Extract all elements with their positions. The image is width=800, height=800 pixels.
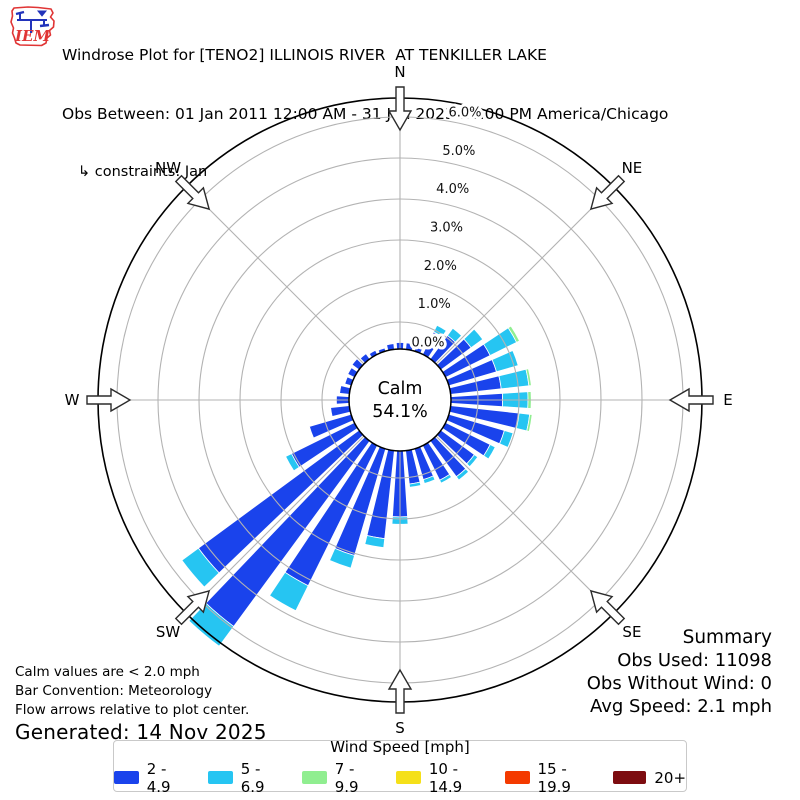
bar-convention-note: Bar Convention: Meteorology [15,683,213,699]
flow-arrow-45 [589,174,626,211]
grid-spoke [430,430,614,614]
legend-item: 7 - 9.9 [301,759,371,796]
windrose-petal-segment [446,327,463,343]
flow-arrow-225 [174,589,211,626]
windrose-petal-segment [433,324,447,338]
calm-value: 54.1% [372,402,428,422]
legend-item: 2 - 4.9 [114,760,183,796]
windrose-petal-segment [491,349,519,373]
legend-label: 15 - 19.9 [537,759,571,796]
legend-swatch [207,771,233,784]
windrose-petal-segment [439,473,453,484]
legend-swatch [301,771,327,784]
flow-arrow-270 [86,387,132,413]
compass-label-n: N [394,63,405,81]
windrose-petal-segment [329,547,356,569]
constraints-line: ↳ constraints: Jan [78,164,208,180]
windrose-petal-segment [269,571,309,612]
flow-arrow-90 [668,387,714,413]
windrose-petal-segment [466,454,479,468]
legend-label: 10 - 14.9 [428,759,463,796]
generated-date: Generated: 14 Nov 2025 [15,720,267,744]
windrose-petal-segment [463,328,484,349]
flow-arrow-0 [387,86,413,132]
flow-arrow-135 [589,589,626,626]
windrose-petal-segment [455,468,470,481]
legend-items: 2 - 4.9 5 - 6.9 7 - 9.9 10 - 14.9 15 - 19.9 2… [114,760,686,796]
legend-label: 5 - 6.9 [240,759,265,796]
ring-label: 2.0% [424,259,457,274]
anemometer-glyph [15,10,50,33]
compass-label-w: W [65,391,80,409]
windrose-petal-segment [498,368,530,390]
windrose-petal-segment [188,602,235,647]
flow-arrow-315 [174,174,211,211]
flow-arrows-note: Flow arrows relative to plot center. [15,702,250,718]
flow-arrow-180 [387,668,413,714]
compass-label-s: S [395,719,405,737]
ring-label: 3.0% [430,221,463,236]
iowa-outline [10,6,55,47]
windrose-petal-segment [483,444,496,460]
legend-swatch [114,771,139,784]
grid-spoke [186,430,370,614]
grid-spoke [186,186,370,370]
compass-label-sw: SW [156,623,181,641]
windrose-petal-segment [422,475,436,485]
grid-spoke [430,186,614,370]
summary-block: Summary Obs Used: 11098 Obs Without Wind… [587,626,772,718]
windrose-petal-segment [364,535,386,549]
iem-logo-text: IEM [14,27,50,45]
ring-label: 5.0% [442,144,475,159]
windrose-petal-segment [507,325,521,343]
legend-label: 7 - 9.9 [334,759,359,796]
legend-swatch [395,771,421,784]
obs-used: Obs Used: 11098 [617,650,772,671]
legend-label: 20+ [654,768,687,787]
compass-label-nw: NW [155,159,181,177]
header: Windrose Plot for [TENO2] ILLINOIS RIVER… [62,7,668,222]
iem-logo: IEM [10,6,55,47]
summary-title: Summary [682,627,772,648]
wind-speed-legend: Wind Speed [mph] 2 - 4.9 5 - 6.9 7 - 9.9 10… [113,737,687,796]
legend-title: Wind Speed [mph] [330,737,470,756]
windrose-petal-segment [408,481,422,488]
ring-label: 6.0% [448,106,481,121]
legend-item: 15 - 19.9 [504,759,589,796]
legend-label: 2 - 4.9 [146,759,171,796]
windrose-petal-segment [499,430,514,448]
calm-label: Calm [378,379,423,399]
page-title: Windrose Plot for [TENO2] ILLINOIS RIVER… [62,46,547,64]
footnotes: Calm values are < 2.0 mph Bar Convention… [15,663,267,742]
windrose-petal-segment [526,413,533,432]
calm-threshold-note: Calm values are < 2.0 mph [15,664,200,680]
windrose-petal-segment [285,453,300,472]
legend-item: 20+ [613,769,686,787]
compass-label-se: SE [622,623,641,641]
ring-label: 0.0% [411,336,444,351]
windrose-petal-segment [181,547,220,588]
legend-swatch [613,771,647,784]
obs-without-wind: Obs Without Wind: 0 [586,673,772,694]
compass-label-ne: NE [622,159,643,177]
windrose-petal-segment [416,338,427,345]
ring-label: 4.0% [436,182,469,197]
avg-speed: Avg Speed: 2.1 mph [590,696,772,717]
compass-label-e: E [723,391,732,409]
ring-label: 1.0% [418,297,451,312]
calm-circle [348,348,452,452]
legend-swatch [504,771,530,784]
windrose-petal-segment [525,368,532,387]
legend-item: 5 - 6.9 [207,759,277,796]
legend-item: 10 - 14.9 [395,759,480,796]
